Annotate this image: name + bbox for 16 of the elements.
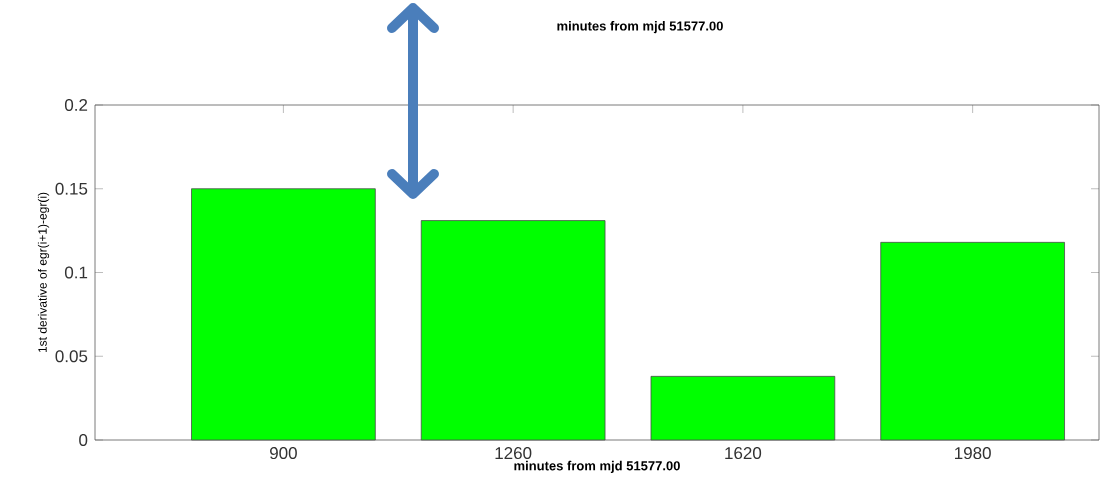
bar	[420, 220, 606, 441]
bar	[880, 241, 1065, 441]
x-tick-label: 1620	[725, 447, 762, 460]
y-tick-label: 0.05	[55, 350, 88, 363]
y-tick-label: 0.2	[64, 99, 88, 112]
x-tick-label: 900	[270, 447, 297, 460]
x-axis-title: minutes from mjd 51577.00	[514, 460, 680, 473]
y-axis-title: 1st derivative of egr(i+1)-egr(i)	[37, 192, 50, 353]
x-tick-label: 1980	[955, 447, 991, 460]
y-tick-label: 0	[79, 434, 88, 447]
x-tick-label: 1260	[495, 447, 532, 460]
y-tick-label: 0.1	[64, 266, 88, 279]
text: minutes from mjd 51577.00	[557, 21, 723, 34]
bar	[650, 375, 836, 441]
bar	[191, 188, 376, 441]
y-tick-label: 0.15	[55, 182, 88, 195]
